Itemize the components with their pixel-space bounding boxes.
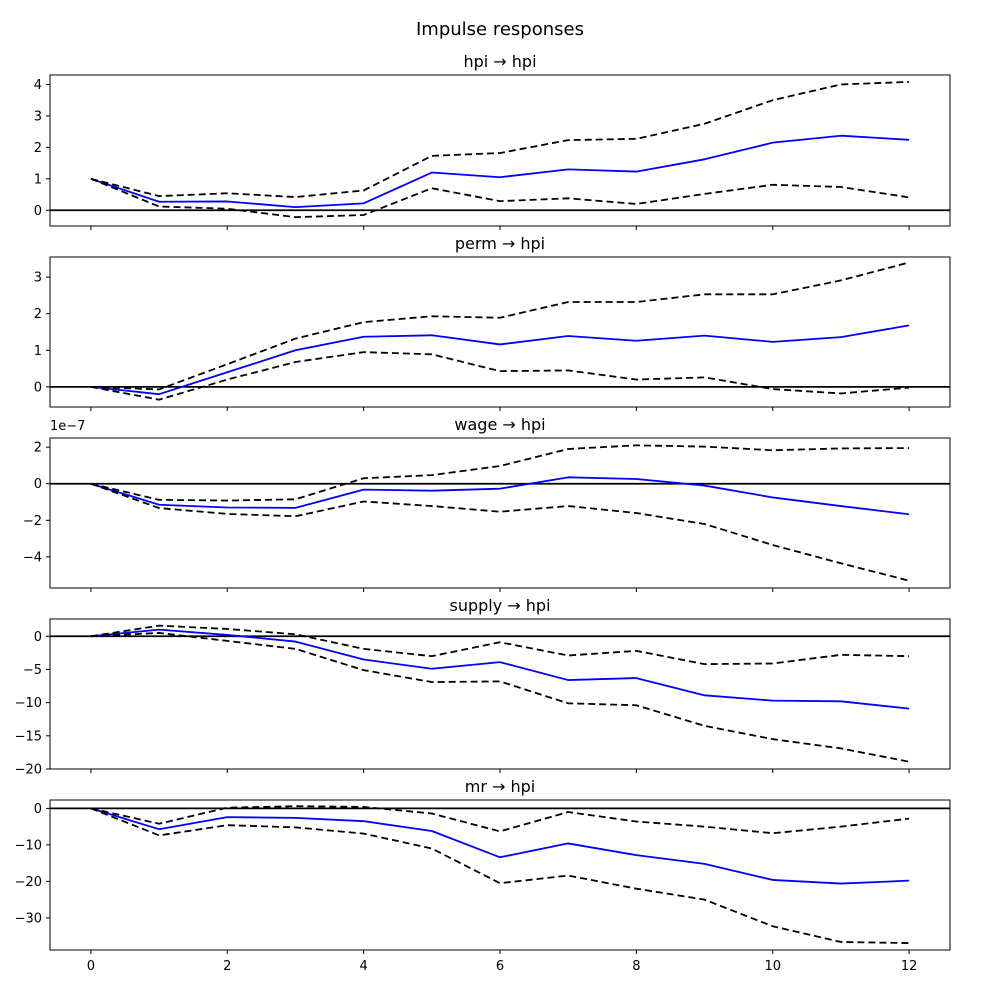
subplot-background xyxy=(50,257,950,407)
response-line xyxy=(90,134,910,209)
subplot-5: mr → hpi −30 −20 −10 0 0 2 4 6 8 10 12 xyxy=(15,777,951,974)
x-tick-label: 10 xyxy=(764,959,781,974)
y-tick-label: 0 xyxy=(34,380,42,395)
y-tick-label: 3 xyxy=(34,271,42,286)
y-tick-label: 1 xyxy=(34,172,42,187)
upper-band-line xyxy=(90,81,910,198)
subplot-title: wage → hpi xyxy=(454,415,545,434)
lower-band-line xyxy=(90,177,910,219)
subplot-1: hpi → hpi 0 1 2 3 4 xyxy=(34,52,951,230)
subplot-title: supply → hpi xyxy=(449,596,550,615)
lower-band-line xyxy=(90,807,910,944)
lower-band-line xyxy=(90,632,910,763)
y-tick-label: −2 xyxy=(23,514,42,529)
x-tick-label: 6 xyxy=(496,959,504,974)
subplot-title: mr → hpi xyxy=(465,777,535,796)
x-tick-label: 8 xyxy=(632,959,640,974)
response-line xyxy=(90,628,910,710)
y-tick-label: −5 xyxy=(23,663,42,678)
y-tick-label: −10 xyxy=(15,696,42,711)
subplot-2: perm → hpi 0 1 2 3 xyxy=(34,234,951,411)
y-tick-label: 0 xyxy=(34,204,42,219)
y-tick-label: −30 xyxy=(15,911,42,926)
upper-band-line xyxy=(90,444,910,502)
response-line xyxy=(90,324,910,396)
subplot-background xyxy=(50,619,950,769)
y-tick-label: 2 xyxy=(34,441,42,456)
upper-band-line xyxy=(90,624,910,666)
y-tick-label: 3 xyxy=(34,109,42,124)
subplot-title: hpi → hpi xyxy=(463,52,536,71)
x-tick-label: 4 xyxy=(359,959,367,974)
response-line xyxy=(90,476,910,516)
subplot-background xyxy=(50,75,950,226)
y-tick-label: 0 xyxy=(34,477,42,492)
subplot-background xyxy=(50,800,950,950)
subplot-3: wage → hpi −4 −2 0 2 1e−7 xyxy=(23,415,951,592)
y-tick-label: 4 xyxy=(34,78,42,93)
response-line xyxy=(90,807,910,885)
subplot-title: perm → hpi xyxy=(455,234,545,253)
y-tick-label: −20 xyxy=(15,875,42,890)
y-tick-label: −15 xyxy=(15,729,42,744)
subplot-background xyxy=(50,438,950,588)
y-tick-label: −20 xyxy=(15,763,42,778)
y-tick-label: 2 xyxy=(34,141,42,156)
y-tick-label: 1 xyxy=(34,344,42,359)
subplot-4: supply → hpi −20 −15 −10 −5 0 xyxy=(15,596,951,778)
upper-band-line xyxy=(90,261,910,391)
lower-band-line xyxy=(90,351,910,401)
y-tick-label: −10 xyxy=(15,838,42,853)
y-tick-label: 0 xyxy=(34,802,42,817)
figure-title: Impulse responses xyxy=(416,19,584,40)
x-tick-label: 0 xyxy=(87,959,95,974)
x-tick-label: 2 xyxy=(223,959,231,974)
x-tick-label: 12 xyxy=(901,959,918,974)
y-tick-label: 0 xyxy=(34,630,42,645)
y-tick-label: −4 xyxy=(23,550,42,565)
y-offset-label: 1e−7 xyxy=(50,419,85,434)
y-tick-label: 2 xyxy=(34,307,42,322)
